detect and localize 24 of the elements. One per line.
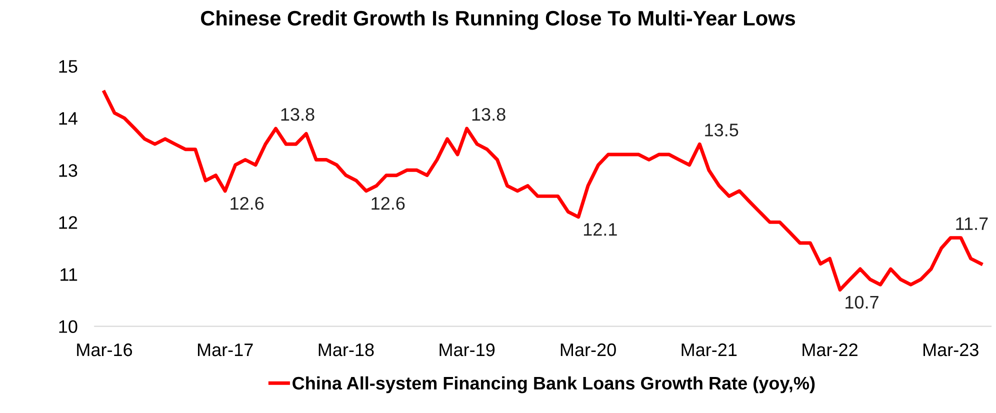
y-tick-label: 13 (59, 164, 78, 177)
y-tick-label: 12 (59, 216, 78, 229)
data-label: 10.7 (846, 296, 878, 309)
data-label: 13.5 (705, 124, 738, 136)
x-tick-label: Mar-23 (924, 343, 978, 356)
data-label: 11.7 (956, 217, 988, 230)
data-label: 12.6 (372, 197, 405, 210)
data-label: 13.8 (281, 108, 314, 121)
x-tick-label: Mar-18 (318, 343, 374, 356)
y-tick-label: 10 (59, 320, 78, 333)
chart-title: Chinese Credit Growth Is Running Close To Multi-Year Lows (201, 10, 796, 30)
y-tick-label: 11 (60, 268, 78, 281)
x-tick-label: Mar-22 (802, 343, 858, 356)
data-label: 13.8 (472, 108, 506, 121)
x-tick-label: Mar-20 (560, 343, 616, 356)
legend-label: China All-system Financing Bank Loans Growth Rate (yoy,%) (292, 376, 815, 394)
x-tick-label: Mar-16 (77, 343, 132, 356)
data-label: 12.1 (584, 223, 617, 236)
x-tick-label: Mar-21 (682, 343, 737, 356)
data-label: 12.6 (230, 197, 264, 210)
x-tick-label: Mar-17 (198, 344, 253, 356)
y-tick-label: 14 (59, 112, 78, 125)
x-tick-label: Mar-19 (440, 343, 495, 356)
y-tick-label: 15 (59, 60, 78, 73)
